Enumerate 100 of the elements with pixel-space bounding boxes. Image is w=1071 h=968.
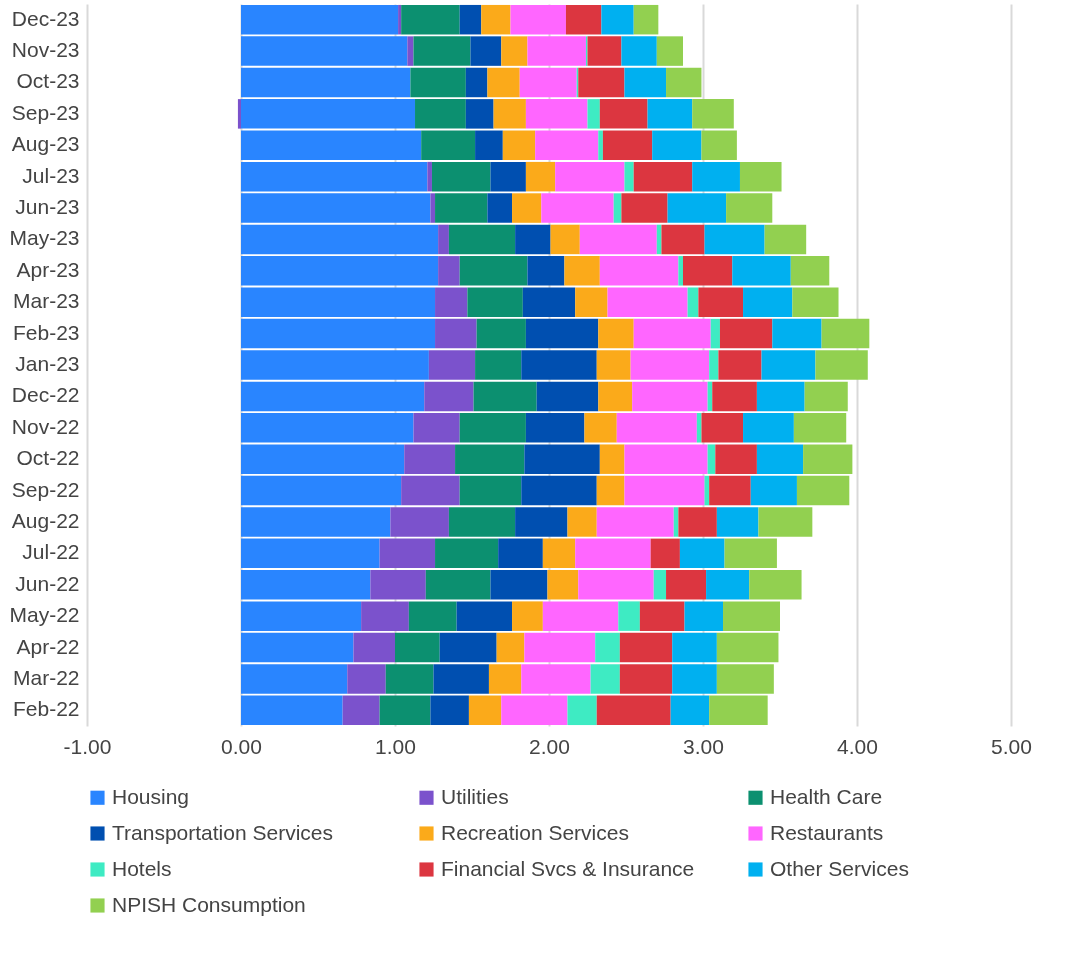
y-tick-label: May-22 — [9, 603, 80, 627]
bar — [424, 381, 474, 412]
bar — [425, 569, 491, 600]
x-tick-label: -1.00 — [63, 734, 112, 758]
bar — [758, 507, 813, 537]
y-tick-label: Oct-22 — [16, 446, 80, 470]
x-tick-label: 3.00 — [683, 734, 724, 758]
bar — [525, 99, 588, 129]
bar — [468, 695, 502, 726]
bar — [718, 350, 762, 380]
bar — [618, 601, 640, 631]
bar — [541, 193, 614, 223]
bar — [621, 193, 668, 223]
bar — [493, 99, 526, 129]
bar — [353, 632, 395, 663]
bar — [667, 193, 727, 223]
legend-label: Restaurants — [770, 820, 884, 844]
bar — [716, 632, 779, 663]
y-tick-label: Sep-23 — [11, 100, 80, 124]
bar — [521, 350, 597, 380]
bar — [488, 664, 522, 694]
bar — [542, 601, 619, 631]
bar — [579, 224, 657, 255]
bar — [723, 601, 780, 631]
bar — [633, 161, 693, 192]
bar — [630, 350, 710, 380]
bar — [379, 695, 431, 726]
bar — [701, 130, 737, 161]
bar — [465, 67, 488, 98]
bar — [347, 664, 386, 694]
bar — [241, 475, 402, 506]
bar — [370, 569, 426, 600]
bar — [410, 67, 466, 98]
legend-label: Hotels — [112, 856, 172, 880]
x-tick-label: 0.00 — [221, 734, 262, 758]
bar — [598, 381, 633, 412]
bar — [750, 475, 797, 506]
bar — [684, 601, 724, 631]
y-tick-label: Dec-23 — [11, 6, 80, 30]
bar — [427, 161, 432, 192]
bar — [706, 569, 750, 600]
bar — [536, 381, 599, 412]
bar — [710, 318, 720, 349]
bar — [459, 4, 482, 35]
bar — [490, 161, 526, 192]
bar — [521, 664, 591, 694]
bar — [241, 67, 411, 98]
y-tick-label: Jul-22 — [22, 540, 80, 564]
bar — [490, 569, 548, 600]
bar — [672, 632, 717, 663]
legend-label: NPISH Consumption — [112, 892, 306, 916]
bar — [567, 695, 597, 726]
bar — [547, 569, 579, 600]
bar — [555, 161, 625, 192]
bar — [241, 381, 425, 412]
bar — [459, 475, 522, 506]
bar — [619, 664, 673, 694]
y-tick-label: Feb-22 — [12, 697, 80, 721]
bar — [498, 538, 543, 569]
legend-label: Recreation Services — [441, 820, 629, 844]
bar — [596, 695, 671, 726]
bar — [390, 507, 449, 537]
bar — [598, 130, 603, 161]
bar — [415, 99, 466, 129]
bar — [632, 381, 708, 412]
bar — [575, 538, 651, 569]
bar — [473, 381, 537, 412]
bar — [598, 318, 634, 349]
y-tick-label: Apr-22 — [16, 634, 80, 658]
bar — [475, 130, 503, 161]
bar — [515, 507, 568, 537]
y-tick-label: Sep-22 — [11, 477, 80, 501]
bar — [709, 475, 751, 506]
bar — [653, 569, 667, 600]
bar — [524, 632, 596, 663]
bar — [602, 130, 653, 161]
bar — [756, 381, 805, 412]
bar — [241, 193, 431, 223]
bar — [804, 381, 848, 412]
bar — [241, 601, 362, 631]
bar — [633, 318, 711, 349]
bar — [241, 4, 399, 35]
bar — [567, 507, 597, 537]
bar — [525, 161, 556, 192]
bar — [704, 224, 765, 255]
bar — [241, 507, 391, 537]
bar — [487, 193, 513, 223]
bar — [521, 475, 597, 506]
y-tick-label: Nov-22 — [11, 414, 80, 438]
bar — [502, 130, 536, 161]
bar — [621, 36, 657, 66]
bar — [361, 601, 409, 631]
bar — [624, 67, 667, 98]
bar — [587, 99, 600, 129]
bar — [501, 695, 568, 726]
legend-label: Health Care — [770, 784, 883, 808]
bar — [237, 99, 241, 129]
bar — [565, 4, 602, 35]
y-tick-label: Feb-23 — [12, 320, 80, 344]
bar — [647, 99, 693, 129]
